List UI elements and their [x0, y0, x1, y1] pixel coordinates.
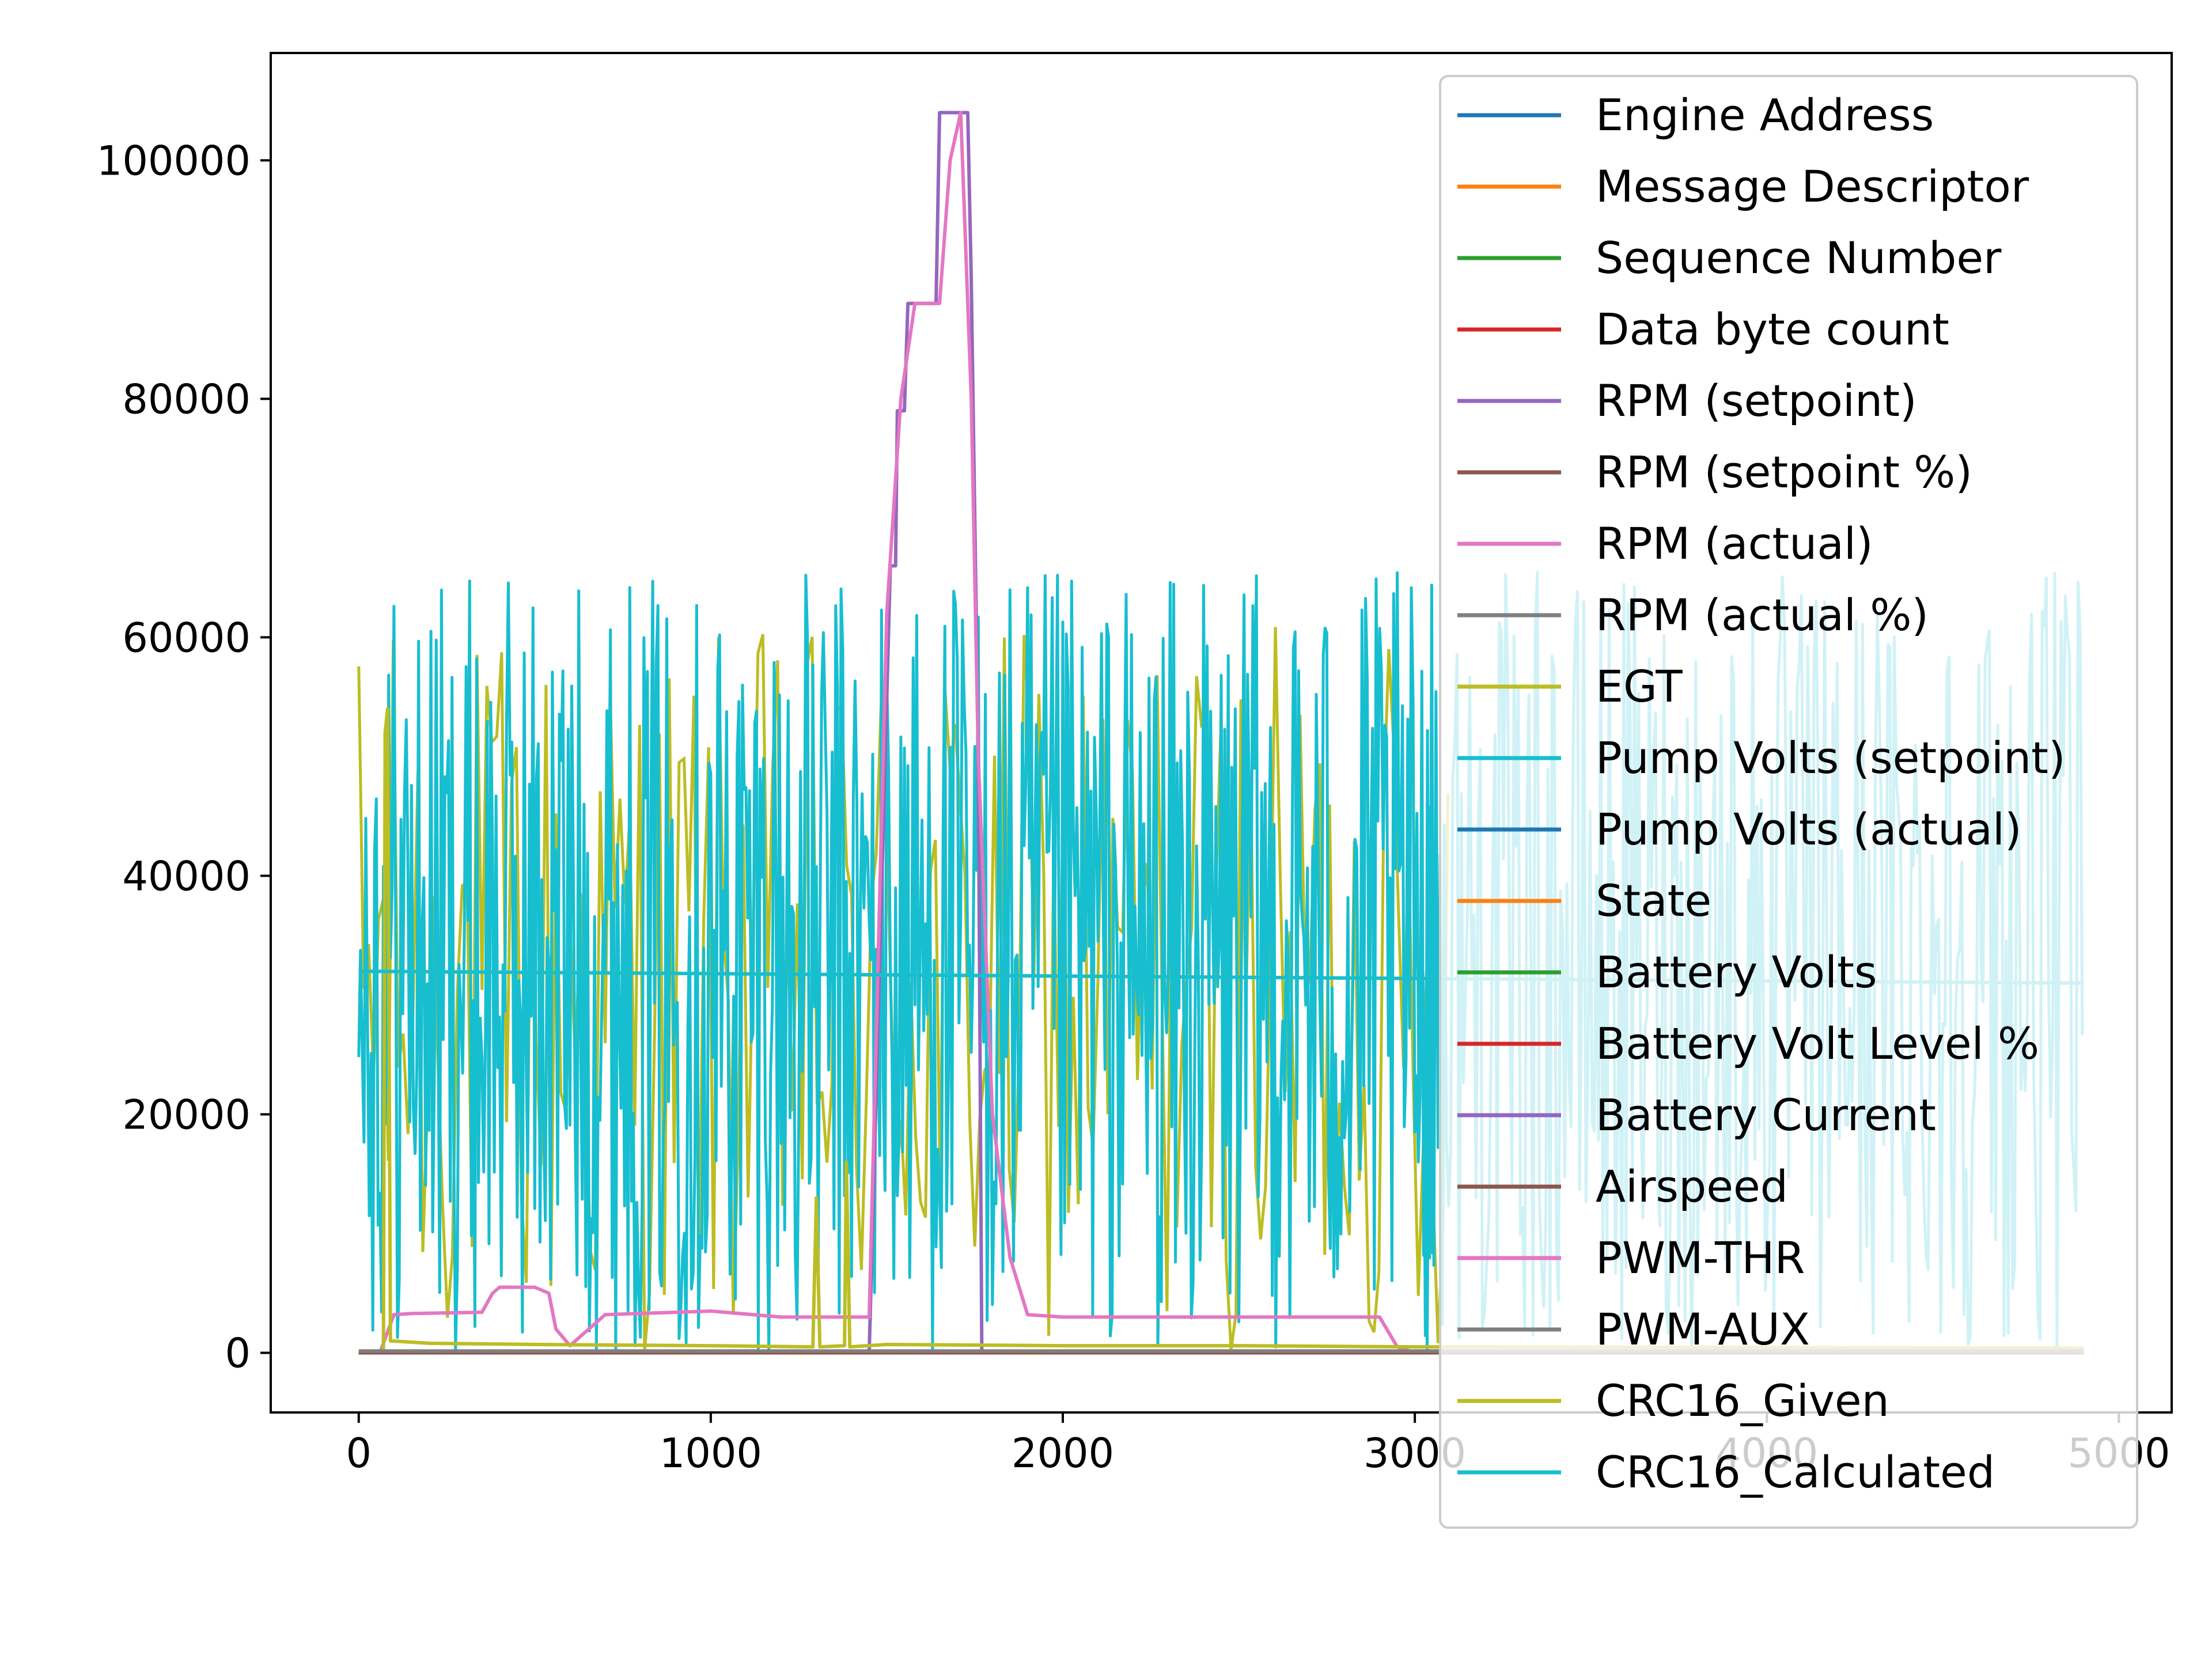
y-tick-label: 20000	[122, 1091, 251, 1138]
legend-label: RPM (actual)	[1596, 518, 1873, 569]
legend-label: Pump Volts (actual)	[1596, 804, 2022, 855]
legend-label: Data byte count	[1596, 304, 1949, 355]
legend-item: Airspeed	[1457, 1161, 1788, 1212]
legend-item: Battery Volts	[1457, 946, 1877, 998]
legend-item: PWM-THR	[1457, 1232, 1805, 1283]
x-tick-label: 1000	[660, 1430, 762, 1477]
legend-item: CRC16_Calculated	[1457, 1446, 1995, 1498]
y-tick-label: 80000	[122, 376, 251, 423]
crc16-calculated-noise-line	[357, 571, 1434, 1353]
legend-item: RPM (actual)	[1457, 518, 1873, 569]
y-tick-label: 0	[225, 1330, 251, 1377]
legend-item: State	[1457, 875, 1711, 926]
legend-item: PWM-AUX	[1457, 1304, 1810, 1355]
legend-box	[1439, 75, 2138, 1529]
legend-label: CRC16_Given	[1596, 1375, 1889, 1426]
x-tick-label: 0	[346, 1430, 372, 1477]
legend-label: Sequence Number	[1596, 232, 2002, 283]
legend-item: CRC16_Given	[1457, 1375, 1889, 1426]
legend-item: Pump Volts (setpoint)	[1457, 732, 2066, 783]
legend-label: RPM (setpoint %)	[1596, 446, 1972, 498]
legend-item: EGT	[1457, 661, 1683, 712]
legend-item: RPM (setpoint %)	[1457, 446, 1972, 498]
series-line-rpm-actual	[358, 111, 2084, 1355]
legend-label: State	[1596, 875, 1711, 926]
legend-label: RPM (setpoint)	[1596, 375, 1917, 426]
legend-label: PWM-AUX	[1596, 1304, 1810, 1355]
y-tick-label: 100000	[97, 137, 251, 184]
legend-label: CRC16_Calculated	[1596, 1446, 1995, 1498]
legend-label: RPM (actual %)	[1596, 589, 1929, 641]
y-tick-label: 60000	[122, 614, 251, 661]
legend-item: RPM (setpoint)	[1457, 375, 1917, 426]
legend-label: PWM-THR	[1596, 1232, 1805, 1283]
legend: Engine Address Message Descriptor Sequence…	[1439, 75, 2138, 1529]
legend-label: Pump Volts (setpoint)	[1596, 732, 2066, 783]
legend-label: Message Descriptor	[1596, 161, 2029, 212]
legend-label: Engine Address	[1596, 89, 1934, 141]
y-tick-label: 40000	[122, 853, 251, 900]
legend-item: Pump Volts (actual)	[1457, 804, 2022, 855]
legend-item: Message Descriptor	[1457, 161, 2029, 212]
legend-label: EGT	[1596, 661, 1683, 712]
legend-label: Airspeed	[1596, 1161, 1788, 1212]
legend-item: RPM (actual %)	[1457, 589, 1929, 641]
legend-label: Battery Current	[1596, 1089, 1936, 1141]
legend-label: Battery Volts	[1596, 946, 1877, 998]
legend-item: Battery Current	[1457, 1089, 1936, 1141]
legend-item: Engine Address	[1457, 89, 1934, 141]
legend-item: Battery Volt Level %	[1457, 1018, 2039, 1069]
series-line-egt	[358, 707, 2084, 1355]
legend-item: Sequence Number	[1457, 232, 2002, 283]
plot-frame	[270, 52, 2173, 1414]
legend-item: Data byte count	[1457, 304, 1949, 355]
x-tick-label: 2000	[1012, 1430, 1114, 1477]
legend-label: Battery Volt Level %	[1596, 1018, 2039, 1069]
